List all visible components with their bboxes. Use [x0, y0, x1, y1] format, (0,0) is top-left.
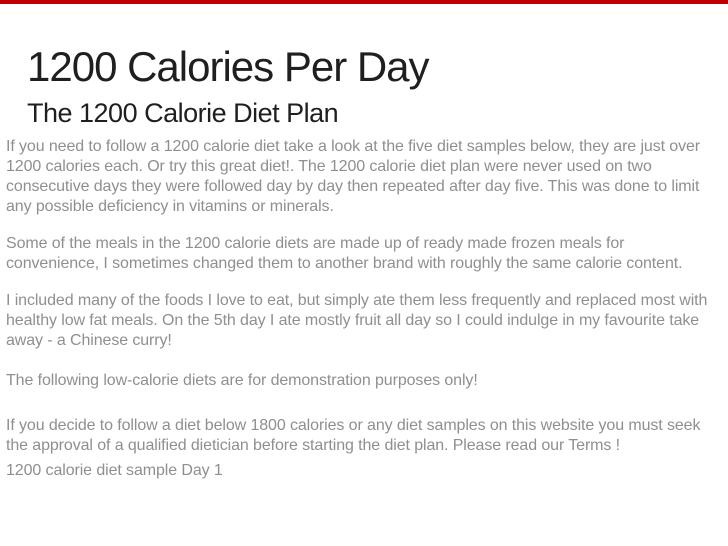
body-paragraph-dietician-warning: If you decide to follow a diet below 180…	[6, 417, 701, 454]
body-paragraph-frozen-meals: Some of the meals in the 1200 calorie di…	[6, 235, 683, 272]
top-accent-bar	[0, 0, 728, 4]
slide-header: 1200 Calories Per Day The 1200 Calorie D…	[0, 0, 728, 130]
body-paragraph-intro: If you need to follow a 1200 calorie die…	[6, 138, 701, 215]
body-line-sample-day-1: 1200 calorie diet sample Day 1	[6, 462, 223, 479]
slide-subtitle: The 1200 Calorie Diet Plan	[27, 98, 339, 128]
body-paragraph-favourite-foods: I included many of the foods I love to e…	[6, 292, 708, 349]
body-paragraph-demonstration-note: The following low-calorie diets are for …	[6, 372, 478, 389]
slide-body: If you need to follow a 1200 calorie die…	[0, 130, 728, 481]
slide-title: 1200 Calories Per Day	[27, 43, 430, 90]
